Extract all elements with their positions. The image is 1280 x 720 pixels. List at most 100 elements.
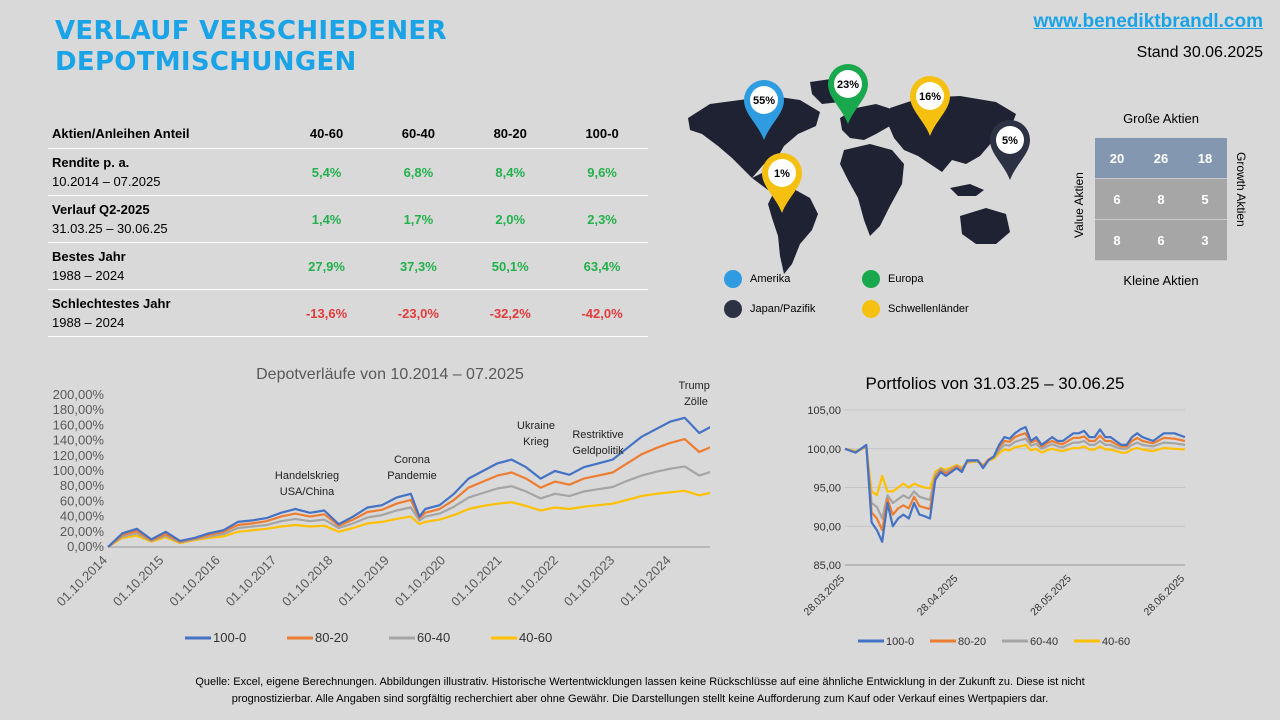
row-title: Bestes Jahr (52, 249, 126, 264)
stats-header-100-0: 100-0 (556, 118, 648, 149)
value-cell: -32,2% (464, 289, 557, 337)
row-label: Verlauf Q2-2025 31.03.25 – 30.06.25 (48, 195, 281, 243)
style-cell: 6 (1139, 220, 1183, 261)
y-tick-label: 140,00% (53, 433, 105, 448)
row-label: Rendite p. a. 10.2014 – 07.2025 (48, 148, 281, 196)
chart-title: Depotverläufe von 10.2014 – 07.2025 (256, 366, 524, 383)
x-tick-label: 01.10.2015 (110, 553, 167, 610)
footer-line-1: Quelle: Excel, eigene Berechnungen. Abbi… (195, 676, 1085, 688)
stats-row-bestes-jahr: Bestes Jahr 1988 – 2024 27,9% 37,3% 50,1%… (48, 242, 648, 290)
legend-label: Schwellenländer (888, 303, 969, 315)
chart-title: Portfolios von 31.03.25 – 30.06.25 (866, 374, 1125, 393)
style-cell: 6 (1095, 179, 1139, 220)
pin-center (768, 159, 796, 187)
portfolio-chart: Portfolios von 31.03.25 – 30.06.25 85,00 9… (801, 374, 1187, 648)
pin-europa-value: 23% (837, 79, 859, 91)
legend-label: 40-60 (519, 630, 552, 645)
style-box-right-label: Growth Aktien (1234, 152, 1248, 227)
stats-header-label: Aktien/Anleihen Anteil (48, 118, 281, 149)
australia-shape (960, 208, 1010, 244)
stats-row-verlauf: Verlauf Q2-2025 31.03.25 – 30.06.25 1,4% … (48, 195, 648, 243)
value-cell: 1,7% (372, 195, 465, 243)
legend-label: 100-0 (886, 636, 914, 648)
chart-annotation: Ukraine Krieg (517, 420, 555, 448)
y-tick-label: 0,00% (67, 539, 104, 554)
y-tick-label: 95,00 (813, 483, 841, 495)
row-title: Rendite p. a. (52, 155, 130, 170)
x-tick-label: 28.04.2025 (915, 573, 961, 619)
stats-header-row: Aktien/Anleihen Anteil 40-60 60-40 80-20… (48, 118, 648, 149)
value-cell: -42,0% (556, 289, 648, 337)
stats-table: Aktien/Anleihen Anteil 40-60 60-40 80-20… (48, 118, 648, 337)
y-tick-label: 90,00 (813, 521, 841, 533)
pin-center (916, 82, 944, 110)
style-cell: 20 (1095, 138, 1139, 179)
south-america-shape (768, 188, 818, 274)
value-cell: 63,4% (556, 242, 648, 290)
pin-japan-pazifik: 5% (990, 120, 1030, 180)
series-line-100-0 (844, 426, 1186, 543)
stats-header-60-40: 60-40 (372, 118, 465, 149)
stats-header-40-60: 40-60 (280, 118, 373, 149)
style-cell: 3 (1183, 220, 1227, 261)
y-tick-label: 60,00% (60, 493, 105, 508)
chart-annotation: Trump- Zölle (678, 380, 710, 408)
value-cell: 2,0% (464, 195, 557, 243)
x-tick-label: 28.05.2025 (1028, 573, 1074, 619)
value-cell: 50,1% (464, 242, 557, 290)
title-line-2: DEPOTMISCHUNGEN (55, 47, 357, 77)
value-cell: 6,8% (372, 148, 465, 196)
y-tick-label: 40,00% (60, 509, 105, 524)
x-tick-label: 01.10.2017 (223, 553, 280, 610)
pin-amerika: 55% (744, 80, 784, 140)
y-tick-label: 160,00% (53, 417, 105, 432)
chart-annotation: Corona Pandemie (387, 454, 437, 482)
continents (688, 78, 1016, 274)
row-period: 31.03.25 – 30.06.25 (52, 221, 168, 236)
value-cell: 8,4% (464, 148, 557, 196)
row-label: Schlechtestes Jahr 1988 – 2024 (48, 289, 281, 337)
legend-label: Amerika (750, 273, 791, 285)
world-map: 55% 23% 16% 5% 1% (688, 64, 1030, 274)
annotation-line: Trump- (678, 380, 710, 392)
title-line-1: VERLAUF VERSCHIEDENER (55, 16, 447, 46)
legend-label: 40-60 (1102, 636, 1130, 648)
legend-amerika: Amerika (724, 270, 790, 288)
y-tick-label: 120,00% (53, 448, 105, 463)
japan-dot-icon (724, 300, 742, 318)
legend-label: 80-20 (315, 630, 348, 645)
annotation-line: Handelskrieg (275, 470, 339, 482)
pin-schwellenlaender: 16% (910, 76, 950, 136)
legend-label: 60-40 (1030, 636, 1058, 648)
value-cell: 5,4% (280, 148, 373, 196)
row-period: 1988 – 2024 (52, 315, 125, 330)
africa-shape (840, 144, 904, 236)
annotation-line: Restriktive (572, 429, 623, 441)
series-line-100-0 (107, 416, 710, 548)
x-tick-label: 28.06.2025 (1141, 573, 1187, 619)
style-cell: 8 (1095, 220, 1139, 261)
depot-chart: Depotverläufe von 10.2014 – 07.2025 0,00%… (53, 366, 710, 645)
pin-schwellenlaender-value: 16% (919, 91, 941, 103)
value-cell: 1,4% (280, 195, 373, 243)
legend-label: 80-20 (958, 636, 986, 648)
annotation-line: Krieg (523, 436, 549, 448)
footer-line-2: prognostizierbar. Alle Angaben sind sorg… (231, 693, 1049, 705)
map-pins: 55% 23% 16% 5% 1% (744, 64, 1030, 213)
value-cell: 37,3% (372, 242, 465, 290)
x-tick-label: 28.03.2025 (801, 573, 847, 619)
pin-south-america-value: 1% (774, 168, 790, 180)
stats-row-rendite: Rendite p. a. 10.2014 – 07.2025 5,4% 6,8%… (48, 148, 648, 196)
legend-label: Europa (888, 273, 924, 285)
style-box-left-label: Value Aktien (1072, 172, 1086, 238)
legend-japan-pazifik: Japan/Pazifik (724, 300, 815, 318)
series-line-40-60 (844, 443, 1186, 497)
style-box: 20 26 18 6 8 5 8 6 3 (1095, 138, 1227, 261)
series-line-40-60 (107, 489, 710, 548)
chart-annotation: Restriktive Geldpolitik (572, 429, 624, 457)
style-cell: 5 (1183, 179, 1227, 220)
style-box-top-label: Große Aktien (1123, 111, 1199, 126)
amerika-dot-icon (724, 270, 742, 288)
website-link[interactable]: www.benediktbrandl.com (1033, 11, 1263, 32)
legend-label: Japan/Pazifik (750, 303, 816, 315)
